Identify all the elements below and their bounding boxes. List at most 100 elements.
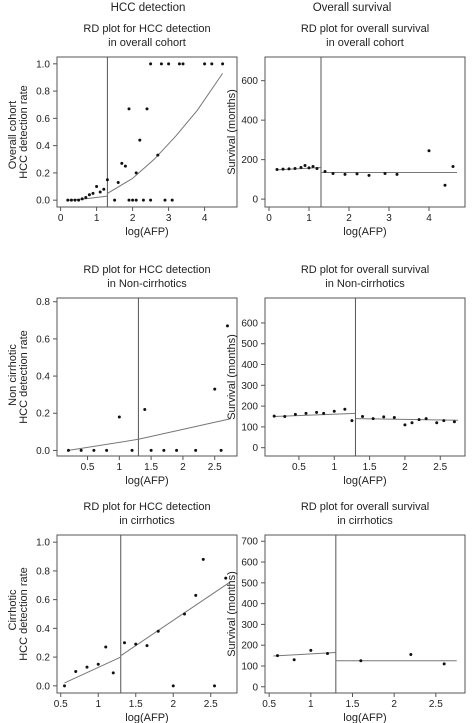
p1-data-point [367, 173, 371, 177]
p0-data-point [87, 193, 91, 197]
p2-data-point [117, 415, 121, 419]
p1-data-point [307, 166, 311, 170]
p1-data-point [443, 183, 447, 187]
p1-title-line-1: RD plot for overall survival [301, 23, 429, 35]
p4-x-tick-label: 2 [170, 699, 176, 710]
p3-fit-line-left [274, 412, 356, 417]
p0-x-axis-label: log(AFP) [125, 226, 168, 238]
p1-data-point [303, 164, 307, 168]
p3-data-point [442, 419, 446, 423]
p3-y-tick-label: 500 [241, 339, 258, 350]
p4-data-point [183, 612, 186, 616]
p2-y-tick-label: 0.6 [36, 334, 50, 345]
p0-x-tick-label: 2 [130, 213, 136, 224]
p5-data-point [276, 654, 279, 658]
p0-data-point [127, 107, 131, 111]
column-title-survival: Overall survival [313, 2, 392, 14]
p5-data-point [442, 662, 446, 666]
p0-data-point [120, 161, 124, 165]
p3-x-tick-label: 1 [331, 462, 337, 473]
p4-data-point [145, 644, 149, 648]
p4-x-tick-label: 0.5 [54, 699, 68, 710]
p1-data-point [311, 165, 315, 169]
p5-x-tick-label: 2 [391, 699, 397, 710]
p0-data-point [159, 62, 163, 66]
p5-x-tick-label: 1 [308, 699, 314, 710]
p0-data-point [145, 107, 149, 111]
p4-x-tick-label: 1.5 [129, 699, 143, 710]
p0-data-point [163, 198, 167, 202]
p0-data-point [167, 62, 171, 66]
p3-y-tick-label: 300 [241, 381, 258, 392]
p4-plot-frame [56, 534, 238, 694]
p0-y-tick-label: 0.8 [36, 87, 50, 98]
p5-x-tick-label: 2.5 [429, 699, 443, 710]
p3-y-tick-label: 600 [241, 318, 258, 329]
p5-y-axis-label: Survival (months) [226, 571, 238, 657]
p4-data-point [224, 576, 228, 580]
p1-y-axis-label: Survival (months) [226, 89, 238, 175]
p0-plot-frame [56, 56, 238, 208]
row-label-noncirrhotic: Non cirrhotic [7, 344, 19, 406]
p5-y-tick-label: 600 [241, 558, 258, 569]
p4-data-point [123, 641, 126, 645]
p4-data-point [156, 629, 160, 633]
p0-data-point [113, 198, 117, 202]
p5-title-line-1: RD plot for overall survival [301, 501, 429, 513]
p0-x-tick-label: 1 [94, 213, 100, 224]
panel-hcc-noncirrhotic: RD plot for HCC detection in Non-cirrhoti… [18, 264, 238, 487]
p3-y-axis-label: Survival (months) [226, 334, 238, 420]
p5-x-axis-label: log(AFP) [343, 712, 386, 723]
p4-y-tick-label: 0.2 [36, 653, 50, 664]
column-title-hcc: HCC detection [111, 2, 186, 14]
p4-y-tick-label: 1.0 [36, 538, 50, 549]
p3-data-point [322, 411, 326, 415]
p2-x-axis-label: log(AFP) [125, 475, 168, 487]
p0-data-point [127, 198, 131, 202]
p5-y-tick-label: 0 [252, 682, 258, 693]
p2-data-point [213, 387, 217, 391]
p0-y-tick-label: 0.6 [36, 114, 50, 125]
p3-data-point [315, 410, 319, 414]
p3-title-line-1: RD plot for overall survival [301, 264, 429, 276]
p1-data-point [299, 166, 303, 170]
p0-title-line-2: in overall cohort [108, 37, 186, 49]
p3-data-point [424, 417, 428, 421]
p1-x-tick-label: 3 [386, 213, 392, 224]
p1-data-point [383, 171, 387, 175]
p0-data-point [177, 62, 181, 66]
p0-x-tick-label: 0 [58, 213, 64, 224]
p5-plot-frame [264, 534, 466, 694]
p1-x-tick-label: 0 [266, 213, 272, 224]
p5-fit-line-left [273, 652, 336, 657]
p2-data-point [105, 448, 109, 452]
p4-y-axis-label: HCC detection rate [18, 567, 30, 661]
p0-data-point [141, 198, 145, 202]
p0-data-point [98, 190, 102, 194]
p1-data-point [331, 171, 335, 175]
p2-x-tick-label: 1 [117, 462, 123, 473]
p1-data-point [343, 172, 347, 176]
p1-y-tick-label: 400 [241, 116, 258, 127]
p5-y-tick-label: 400 [241, 599, 258, 610]
p0-data-point [203, 62, 207, 66]
p0-x-tick-label: 3 [166, 213, 172, 224]
p0-data-point [181, 62, 185, 66]
p4-fit-line-left [64, 656, 122, 684]
p0-data-point [170, 198, 174, 202]
p3-plot-frame [264, 297, 466, 457]
p0-y-tick-label: 1.0 [36, 59, 50, 70]
p1-data-point [427, 149, 431, 153]
p1-data-point [395, 172, 399, 176]
p3-data-point [283, 415, 287, 418]
p4-title-line-2: in cirrhotics [119, 515, 175, 527]
p1-title-line-2: in overall cohort [326, 37, 404, 49]
p5-x-tick-label: 0.5 [262, 699, 276, 710]
p0-data-point [156, 153, 160, 157]
p0-data-point [123, 164, 127, 168]
panel-survival-cirrhotic: RD plot for overall survival in cirrhotic… [226, 501, 466, 723]
p4-y-tick-label: 0.6 [36, 595, 50, 606]
p1-data-point [323, 169, 327, 173]
p3-data-point [403, 423, 407, 427]
